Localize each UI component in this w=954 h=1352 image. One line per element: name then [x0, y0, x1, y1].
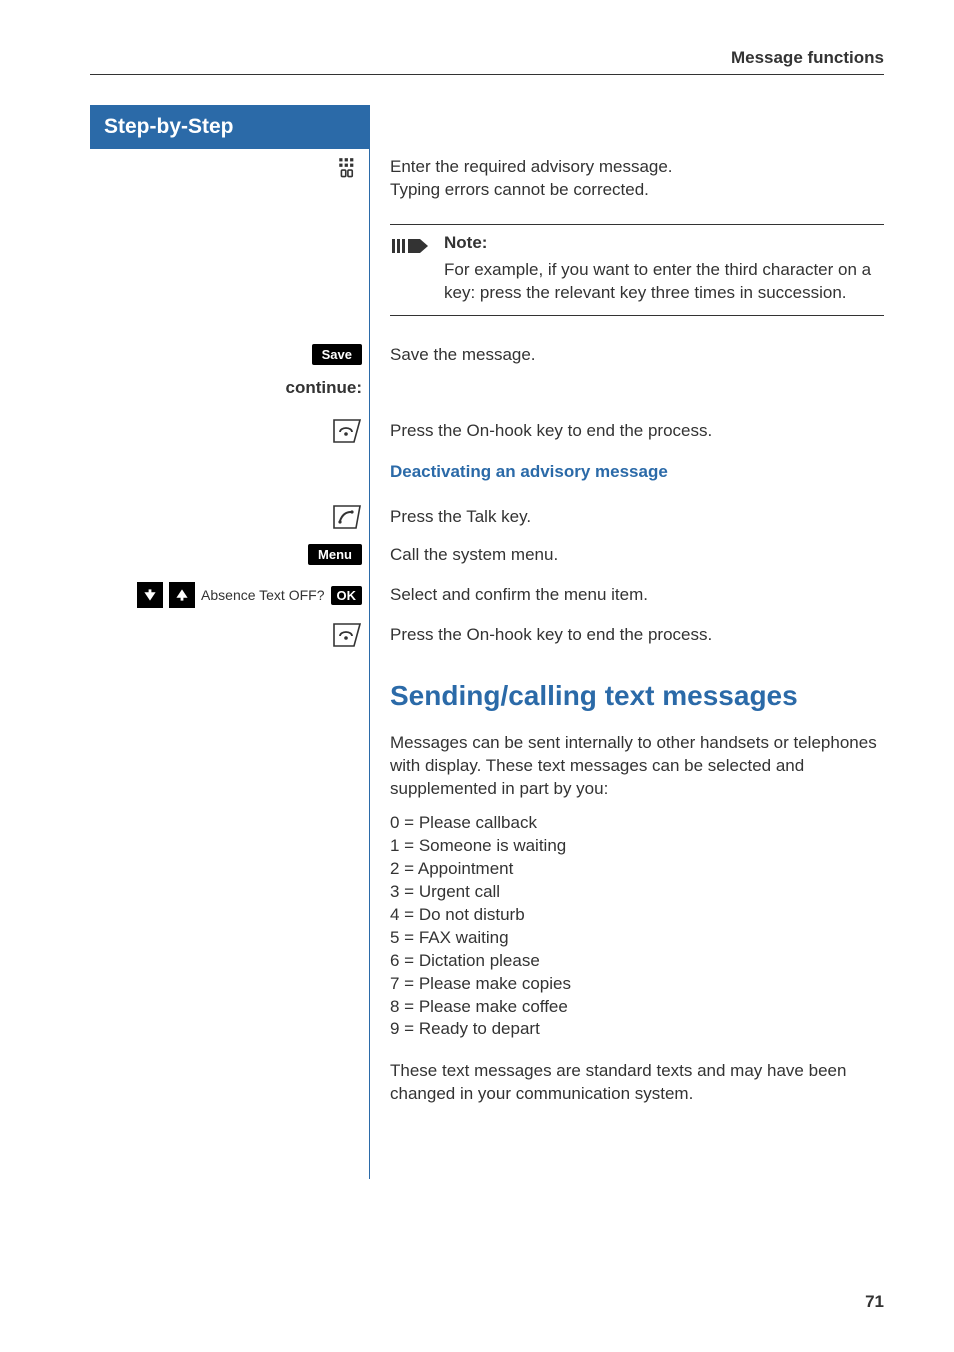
save-pill-cell: Save [90, 344, 370, 365]
sending-outro-text: These text messages are standard texts a… [390, 1060, 884, 1106]
talk-text: Press the Talk key. [390, 506, 884, 529]
continue-label: continue: [90, 378, 362, 398]
note-block: Note: For example, if you want to enter … [390, 210, 884, 316]
list-item: 3 = Urgent call [390, 881, 884, 904]
onhook-icon-cell-1 [90, 418, 370, 449]
sending-heading: Sending/calling text messages [390, 680, 884, 712]
sending-outro: These text messages are standard texts a… [390, 1060, 884, 1106]
list-item: 1 = Someone is waiting [390, 835, 884, 858]
list-item: 7 = Please make copies [390, 973, 884, 996]
save-button[interactable]: Save [312, 344, 362, 365]
talk-text-content: Press the Talk key. [390, 506, 884, 529]
continue-cell: continue: [90, 378, 370, 398]
sending-heading-text: Sending/calling text messages [390, 680, 884, 712]
list-item: 2 = Appointment [390, 858, 884, 881]
menu-text: Call the system menu. [390, 544, 884, 567]
note-body-text: For example, if you want to enter the th… [444, 259, 884, 305]
enter-message-line2: Typing errors cannot be corrected. [390, 179, 884, 202]
enter-message-text: Enter the required advisory message. Typ… [390, 156, 884, 202]
page-header: Message functions [90, 48, 884, 75]
sidebar-divider [90, 149, 370, 1179]
onhook-text-1: Press the On-hook key to end the process… [390, 420, 884, 443]
list-item: 5 = FAX waiting [390, 927, 884, 950]
absence-text-content: Select and confirm the menu item. [390, 584, 884, 607]
save-text-content: Save the message. [390, 344, 884, 367]
sending-intro-text: Messages can be sent internally to other… [390, 732, 884, 801]
deactivate-heading-text: Deactivating an advisory message [390, 462, 884, 482]
list-item: 6 = Dictation please [390, 950, 884, 973]
deactivate-heading: Deactivating an advisory message [390, 462, 884, 482]
keypad-icon [336, 156, 362, 182]
absence-row-left: Absence Text OFF? OK [90, 582, 370, 608]
sending-intro: Messages can be sent internally to other… [390, 732, 884, 801]
onhook-icon [332, 622, 362, 648]
talk-icon-cell [90, 504, 370, 535]
talk-icon [332, 504, 362, 530]
keypad-icon-cell [90, 156, 370, 187]
menu-button[interactable]: Menu [308, 544, 362, 565]
list-item: 8 = Please make coffee [390, 996, 884, 1019]
list-item: 4 = Do not disturb [390, 904, 884, 927]
save-text: Save the message. [390, 344, 884, 367]
page-number: 71 [865, 1292, 884, 1312]
menu-text-content: Call the system menu. [390, 544, 884, 567]
onhook-text-1-content: Press the On-hook key to end the process… [390, 420, 884, 443]
sidebar-title: Step-by-Step [90, 105, 370, 149]
note-title: Note: [444, 233, 884, 253]
onhook-icon-cell-2 [90, 622, 370, 653]
header-title: Message functions [90, 48, 884, 75]
message-list: 0 = Please callback 1 = Someone is waiti… [390, 812, 884, 1041]
onhook-text-2-content: Press the On-hook key to end the process… [390, 624, 884, 647]
absence-label: Absence Text OFF? [201, 587, 324, 603]
absence-text: Select and confirm the menu item. [390, 584, 884, 607]
onhook-icon [332, 418, 362, 444]
list-item: 0 = Please callback [390, 812, 884, 835]
menu-pill-cell: Menu [90, 544, 370, 565]
up-arrow-icon[interactable] [169, 582, 195, 608]
down-arrow-icon[interactable] [137, 582, 163, 608]
onhook-text-2: Press the On-hook key to end the process… [390, 624, 884, 647]
note-icon [390, 233, 430, 305]
enter-message-line1: Enter the required advisory message. [390, 156, 884, 179]
list-item: 9 = Ready to depart [390, 1018, 884, 1041]
ok-button[interactable]: OK [331, 586, 363, 605]
